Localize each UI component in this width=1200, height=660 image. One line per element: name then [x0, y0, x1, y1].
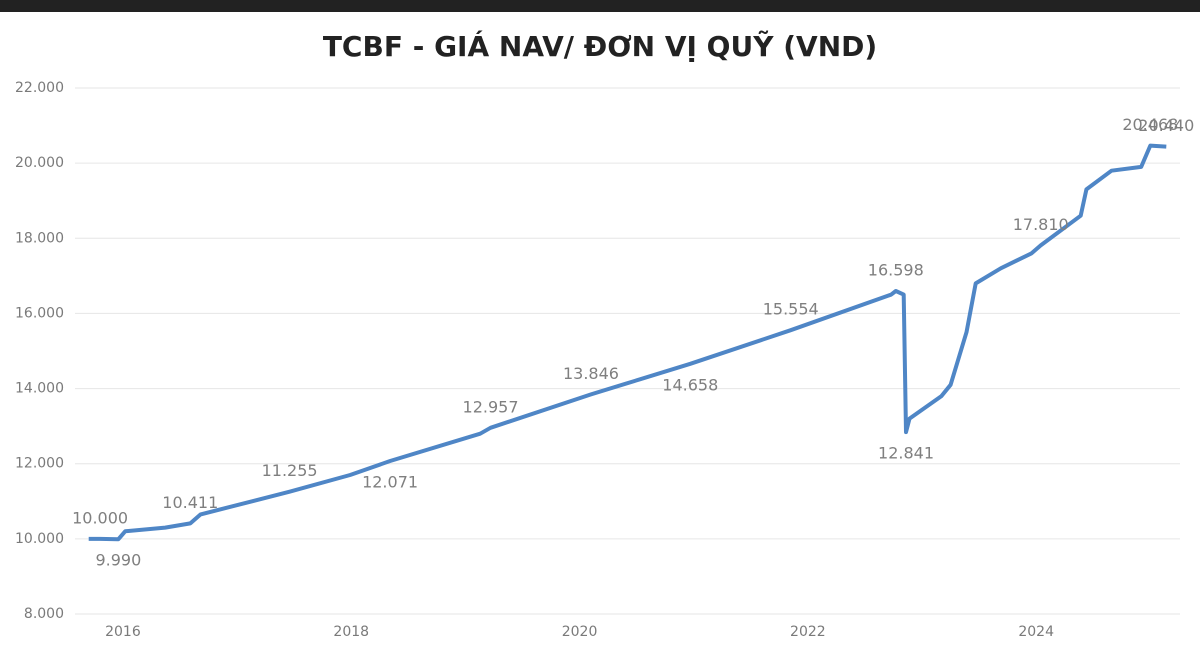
x-tick-label: 2022: [790, 624, 826, 640]
value-label: 15.554: [763, 300, 819, 319]
value-label: 16.598: [868, 260, 924, 279]
line-series: [88, 143, 1167, 542]
x-tick-label: 2020: [562, 624, 598, 640]
value-label: 11.255: [262, 461, 318, 480]
x-tick-label: 2018: [333, 624, 369, 640]
chart-title: TCBF - GIÁ NAV/ ĐƠN VỊ QUỸ (VND): [323, 29, 877, 63]
value-label: 10.411: [162, 493, 218, 512]
value-label: 12.957: [463, 397, 519, 416]
y-tick-label: 22.000: [15, 80, 64, 96]
x-tick-label: 2016: [105, 624, 141, 640]
value-label: 10.000: [72, 508, 128, 527]
y-tick-label: 8.000: [24, 606, 64, 622]
value-label: 12.841: [878, 444, 934, 463]
value-label: 9.990: [95, 551, 141, 570]
top-bar: [0, 0, 1200, 12]
y-tick-label: 20.000: [15, 155, 64, 171]
value-label: 20.468: [1122, 115, 1178, 134]
y-tick-label: 16.000: [15, 305, 64, 321]
value-label: 14.658: [662, 375, 718, 394]
value-label: 20.440: [1138, 116, 1194, 135]
value-label: 17.810: [1013, 215, 1069, 234]
y-tick-label: 10.000: [15, 531, 64, 547]
y-tick-label: 14.000: [15, 381, 64, 397]
value-label: 13.846: [563, 364, 619, 383]
y-tick-label: 18.000: [15, 230, 64, 246]
y-tick-label: 12.000: [15, 456, 64, 472]
x-tick-label: 2024: [1018, 624, 1054, 640]
value-label: 12.071: [362, 473, 418, 492]
